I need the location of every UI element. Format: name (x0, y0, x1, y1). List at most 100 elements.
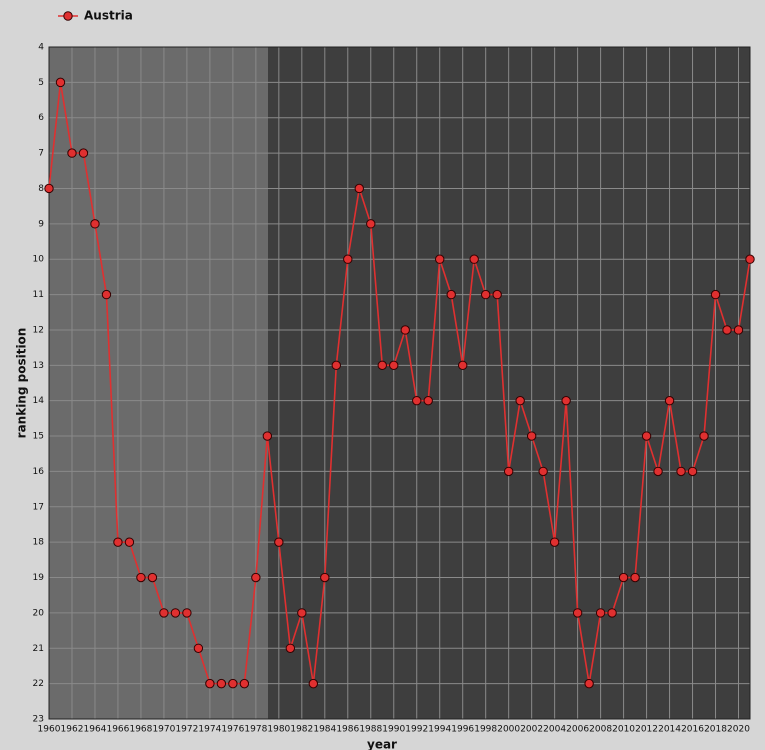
x-tick-label: 1974 (198, 725, 221, 735)
data-point (458, 360, 468, 371)
x-tick-label: 2014 (658, 725, 681, 735)
data-point (687, 466, 698, 477)
y-tick-label: 4 (38, 43, 44, 53)
y-tick-label: 5 (38, 78, 44, 88)
data-point (354, 183, 364, 194)
x-tick-label: 1960 (38, 725, 61, 735)
data-point (412, 395, 422, 406)
y-tick-label: 11 (33, 290, 44, 300)
data-point (561, 395, 571, 406)
y-axis-label: ranking position (15, 328, 29, 439)
x-tick-label: 1984 (313, 725, 336, 735)
y-tick-label: 22 (33, 679, 44, 689)
data-point (607, 608, 617, 618)
data-point (664, 395, 675, 406)
data-point (67, 148, 77, 158)
data-point (366, 219, 376, 229)
data-point (710, 289, 721, 300)
data-point (124, 537, 135, 547)
y-tick-label: 10 (33, 255, 45, 265)
y-tick-label: 19 (33, 573, 45, 583)
x-tick-label: 2000 (497, 725, 520, 735)
data-point (549, 537, 560, 547)
x-tick-label: 1986 (336, 725, 359, 735)
data-point (44, 183, 54, 194)
x-tick-label: 1990 (382, 725, 405, 735)
data-point (159, 608, 169, 618)
data-point (676, 466, 686, 477)
y-tick-label: 20 (33, 608, 45, 618)
y-tick-label: 6 (38, 113, 44, 123)
x-tick-label: 1964 (84, 725, 107, 735)
y-tick-label: 14 (33, 396, 45, 406)
y-tick-label: 7 (38, 149, 44, 159)
data-point (641, 431, 652, 441)
x-tick-label: 1994 (428, 725, 451, 735)
y-tick-label: 12 (33, 325, 44, 335)
x-tick-label: 1962 (61, 725, 84, 735)
data-point (228, 678, 238, 689)
data-point (618, 572, 629, 583)
data-point (526, 431, 537, 441)
y-tick-label: 8 (38, 184, 44, 194)
data-point (595, 608, 606, 618)
data-point (251, 572, 261, 583)
y-tick-label: 21 (33, 644, 44, 654)
data-point (446, 289, 456, 300)
x-tick-label: 1982 (290, 725, 313, 735)
data-point (193, 643, 204, 653)
data-point (90, 219, 100, 229)
x-tick-label: 2008 (589, 725, 612, 735)
y-tick-label: 17 (33, 502, 44, 512)
plot-shading (49, 47, 268, 719)
plot-border (48, 46, 751, 720)
data-point (572, 608, 583, 618)
data-point (55, 77, 66, 88)
data-point (469, 254, 479, 264)
x-tick-label: 1966 (106, 725, 129, 735)
data-point (78, 148, 89, 158)
x-tick-label: 1972 (175, 725, 198, 735)
x-tick-label: 2020 (727, 725, 750, 735)
data-point (331, 360, 341, 371)
x-tick-label: 2016 (681, 725, 704, 735)
data-point (435, 254, 445, 264)
data-point (182, 608, 192, 618)
x-tick-label: 1978 (244, 725, 267, 735)
x-tick-label: 1976 (221, 725, 244, 735)
x-tick-label: 2012 (635, 725, 658, 735)
data-point (722, 325, 732, 335)
data-point (423, 395, 433, 406)
data-point (733, 325, 744, 335)
data-point (584, 678, 594, 689)
data-point (377, 360, 387, 371)
x-tick-label: 1996 (451, 725, 474, 735)
data-point (653, 466, 663, 477)
y-tick-label: 16 (33, 467, 45, 477)
data-point (699, 431, 709, 441)
x-tick-label: 1998 (474, 725, 497, 735)
data-point (285, 643, 296, 653)
data-point (262, 431, 273, 441)
y-tick-label: 23 (33, 715, 44, 725)
data-point (745, 254, 755, 264)
data-point (239, 678, 250, 689)
y-tick-label: 15 (33, 432, 44, 442)
legend-label: Austria (84, 9, 133, 23)
x-tick-label: 2018 (704, 725, 727, 735)
data-point (503, 466, 514, 477)
data-point (320, 572, 330, 583)
data-point (538, 466, 548, 477)
data-point (216, 678, 227, 689)
data-point (297, 608, 307, 618)
x-tick-label: 2006 (566, 725, 589, 735)
data-point (101, 289, 112, 300)
data-point (113, 537, 123, 547)
y-tick-label: 18 (33, 538, 45, 548)
x-tick-label: 2002 (520, 725, 543, 735)
x-tick-label: 1980 (267, 725, 290, 735)
x-tick-label: 2010 (612, 725, 635, 735)
x-axis-label: year (367, 738, 397, 750)
data-point (205, 678, 215, 689)
